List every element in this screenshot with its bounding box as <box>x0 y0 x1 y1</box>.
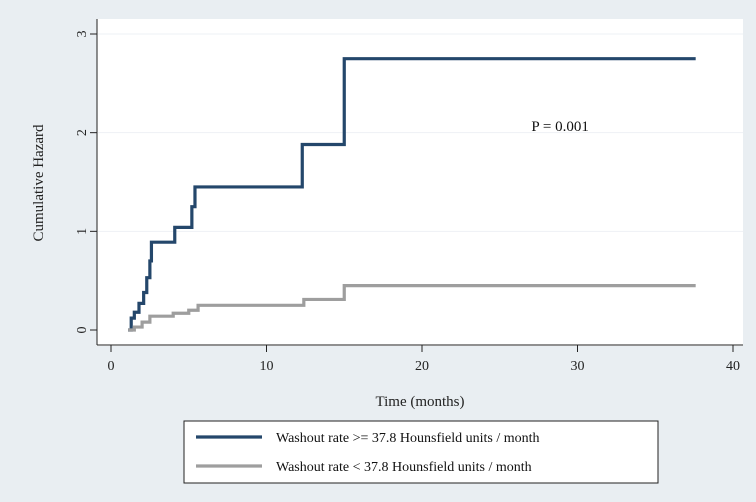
y-tick-label: 2 <box>75 129 90 136</box>
y-tick-label: 0 <box>75 327 90 334</box>
y-tick-label: 3 <box>75 31 90 38</box>
p-value-annotation: P = 0.001 <box>531 119 589 135</box>
x-axis-title: Time (months) <box>375 394 464 410</box>
x-tick-label: 40 <box>726 359 740 374</box>
x-tick-label: 20 <box>415 359 429 374</box>
x-tick-label: 30 <box>571 359 585 374</box>
plot-area <box>97 19 743 346</box>
legend-box <box>183 420 659 484</box>
series-lines <box>128 57 696 332</box>
legend: Washout rate >= 37.8 Hounsfield units / … <box>183 420 659 484</box>
y-tick-label: 1 <box>75 228 90 235</box>
grid-lines <box>98 33 743 232</box>
x-tick-label: 10 <box>260 359 274 374</box>
y-axis-title: Cumulative Hazard <box>31 124 47 242</box>
series-1-line <box>128 57 696 332</box>
x-tick-label: 0 <box>108 359 115 374</box>
legend-label-series-1: Washout rate >= 37.8 Hounsfield units / … <box>276 431 540 446</box>
legend-label-series-2: Washout rate < 37.8 Hounsfield units / m… <box>276 460 532 475</box>
series-2-line <box>128 284 696 332</box>
